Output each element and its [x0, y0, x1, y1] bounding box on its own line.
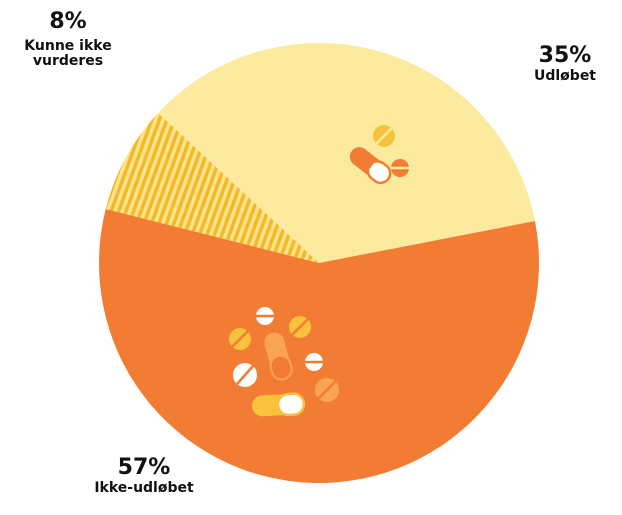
slice-percent: 57%	[117, 455, 171, 480]
slice-label: Ikke-udløbet	[94, 479, 194, 496]
slice-percent: 35%	[538, 43, 592, 68]
label-ikke-udlobet: 57% Ikke-udløbet	[69, 455, 219, 496]
slice-label: Udløbet	[533, 67, 596, 84]
pie-slice-udløbet	[158, 42, 535, 264]
pills-icon	[229, 307, 339, 417]
slice-label: Kunne ikke vurderes	[24, 37, 112, 70]
label-kunne-ikke-vurderes: 8% Kunne ikke vurderes	[0, 9, 138, 70]
pills-icon	[349, 125, 409, 185]
pie-slices	[99, 42, 540, 483]
slice-percent: 8%	[49, 9, 87, 34]
pie-slice-ikke-udløbet	[99, 209, 540, 483]
label-udlobet: 35% Udløbet	[510, 43, 620, 84]
pie-slice-kunne-ikke-vurderes	[105, 112, 319, 264]
